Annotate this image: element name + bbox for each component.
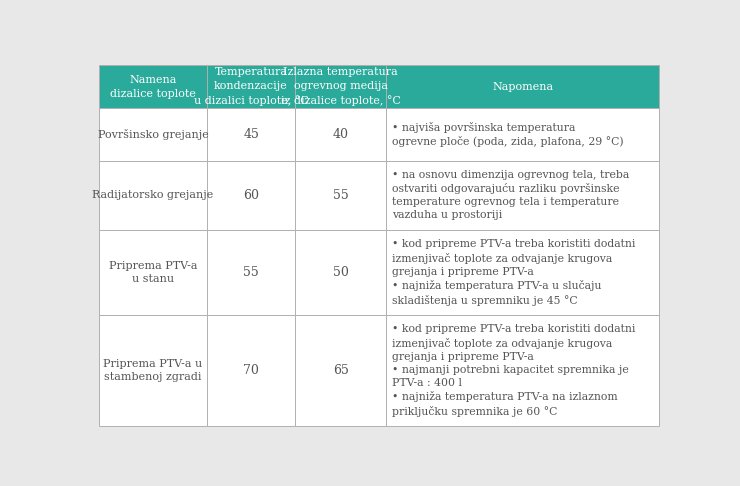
- Bar: [386, 315, 659, 426]
- Text: 40: 40: [332, 128, 349, 141]
- Bar: [295, 315, 386, 426]
- Bar: [99, 229, 207, 315]
- Text: 55: 55: [333, 189, 349, 202]
- Text: Napomena: Napomena: [492, 82, 553, 92]
- Text: • najviša površinska temperatura
ogrevne ploče (poda, zida, plafona, 29 °C): • najviša površinska temperatura ogrevne…: [391, 122, 623, 147]
- Bar: [99, 65, 207, 108]
- Text: Namena
dizalice toplote: Namena dizalice toplote: [110, 75, 196, 99]
- Bar: [295, 65, 386, 108]
- Text: Radijatorsko grejanje: Radijatorsko grejanje: [92, 190, 214, 200]
- Text: Izlazna temperatura
ogrevnog medija
iz dizalice toplote, °C: Izlazna temperatura ogrevnog medija iz d…: [280, 68, 400, 106]
- Bar: [99, 315, 207, 426]
- Bar: [207, 161, 295, 229]
- Bar: [207, 108, 295, 161]
- Bar: [207, 229, 295, 315]
- Bar: [207, 315, 295, 426]
- Text: 45: 45: [243, 128, 259, 141]
- Bar: [386, 161, 659, 229]
- Text: Temperatura
kondenzacije
u dizalici toplote, °C: Temperatura kondenzacije u dizalici topl…: [194, 68, 309, 106]
- Bar: [386, 229, 659, 315]
- Text: Površinsko grejanje: Površinsko grejanje: [98, 129, 209, 140]
- Text: Priprema PTV-a
u stanu: Priprema PTV-a u stanu: [109, 261, 198, 284]
- Text: Priprema PTV-a u
stambenoj zgradi: Priprema PTV-a u stambenoj zgradi: [104, 359, 203, 382]
- Text: 65: 65: [333, 364, 349, 377]
- Bar: [386, 65, 659, 108]
- Text: 55: 55: [243, 266, 259, 279]
- Text: • kod pripreme PTV-a treba koristiti dodatni
izmenjivač toplote za odvajanje kru: • kod pripreme PTV-a treba koristiti dod…: [391, 239, 635, 306]
- Text: • kod pripreme PTV-a treba koristiti dodatni
izmenjivač toplote za odvajanje kru: • kod pripreme PTV-a treba koristiti dod…: [391, 325, 635, 417]
- Bar: [295, 229, 386, 315]
- Bar: [295, 108, 386, 161]
- Text: 60: 60: [243, 189, 259, 202]
- Text: 70: 70: [243, 364, 259, 377]
- Bar: [295, 161, 386, 229]
- Text: 50: 50: [333, 266, 349, 279]
- Text: • na osnovu dimenzija ogrevnog tela, treba
ostvariti odgovarajuću razliku površi: • na osnovu dimenzija ogrevnog tela, tre…: [391, 170, 629, 220]
- Bar: [99, 161, 207, 229]
- Bar: [386, 108, 659, 161]
- Bar: [207, 65, 295, 108]
- Bar: [99, 108, 207, 161]
